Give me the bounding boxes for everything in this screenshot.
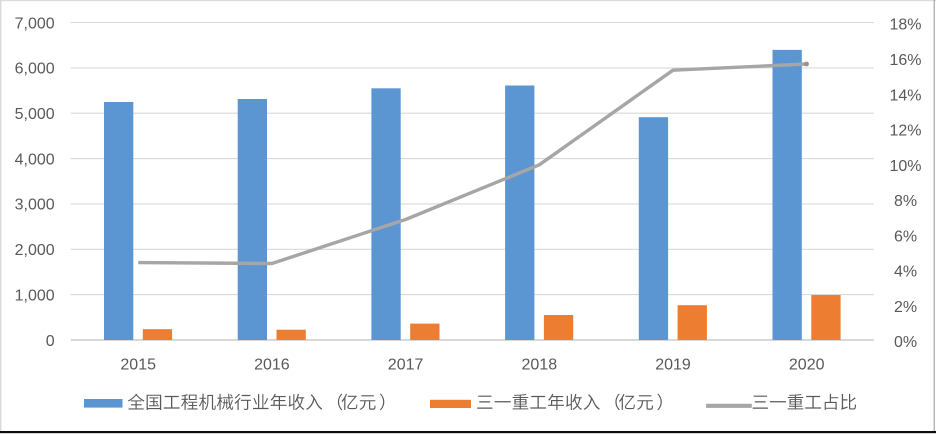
svg-text:2019: 2019: [655, 357, 691, 374]
svg-text:2020: 2020: [789, 357, 825, 374]
svg-text:4,000: 4,000: [15, 151, 55, 168]
svg-text:14%: 14%: [889, 87, 921, 104]
svg-text:2018: 2018: [522, 357, 558, 374]
svg-text:12%: 12%: [889, 123, 921, 140]
svg-text:1,000: 1,000: [15, 287, 55, 304]
svg-text:6,000: 6,000: [15, 61, 55, 78]
svg-text:6%: 6%: [894, 228, 917, 245]
svg-text:0%: 0%: [894, 334, 917, 351]
svg-text:2017: 2017: [388, 357, 424, 374]
svg-text:18%: 18%: [889, 17, 921, 34]
svg-text:10%: 10%: [889, 158, 921, 175]
svg-text:2015: 2015: [120, 357, 156, 374]
svg-text:3,000: 3,000: [15, 197, 55, 214]
svg-text:8%: 8%: [894, 193, 917, 210]
svg-text:0: 0: [46, 333, 55, 350]
svg-text:16%: 16%: [889, 52, 921, 69]
svg-text:2,000: 2,000: [15, 242, 55, 259]
svg-text:2016: 2016: [254, 357, 290, 374]
svg-text:5,000: 5,000: [15, 106, 55, 123]
svg-text:2%: 2%: [894, 299, 917, 316]
svg-text:4%: 4%: [894, 264, 917, 281]
svg-text:7,000: 7,000: [15, 15, 55, 32]
